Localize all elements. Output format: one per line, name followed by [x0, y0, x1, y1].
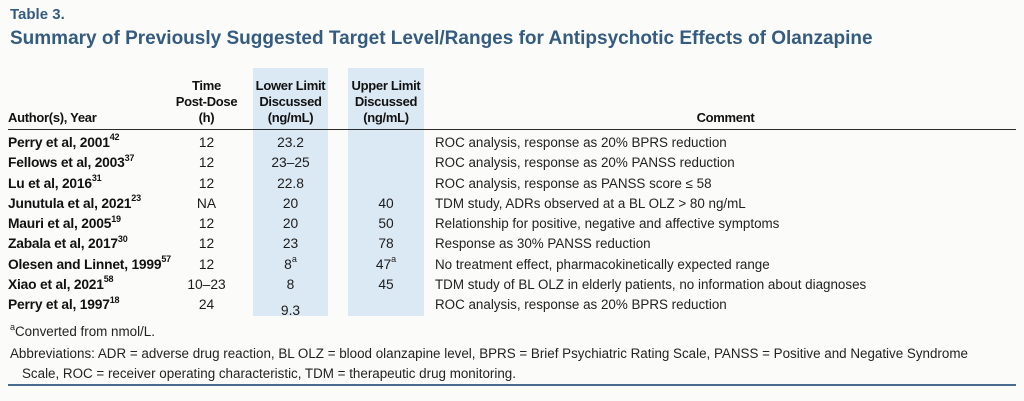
lower-limit-column-highlight	[253, 68, 328, 316]
table-row: Mauri et al, 200519 12 20 50 Relationship fo…	[8, 214, 1016, 234]
time-post-dose-cell: 12	[198, 216, 215, 232]
time-post-dose-cell: 12	[198, 155, 215, 171]
time-post-dose-cell: 12	[198, 236, 215, 252]
author-year-cell: Mauri et al, 200519	[8, 213, 121, 232]
table-row: Perry et al, 200142 12 23.2 ROC analysis, r…	[8, 133, 1016, 153]
author-year-cell: Junutula et al, 202123	[8, 193, 141, 211]
lower-limit-cell: 8a	[284, 254, 297, 272]
lower-limit-cell: 23–25	[271, 155, 310, 171]
lower-limit-cell: 23.2	[277, 135, 304, 150]
table-row: Perry et al, 199718 24 9.3 ROC analysis, re…	[8, 294, 1016, 318]
footnote-marker: a	[10, 321, 16, 332]
upper-limit-column-highlight	[348, 68, 424, 316]
upper-limit-cell: 50	[378, 216, 394, 232]
page-title: Summary of Previously Suggested Target L…	[10, 28, 873, 49]
table-row: Xiao et al, 202158 10–23 8 45 TDM study of B…	[8, 275, 1016, 295]
table-row: Zabala et al, 201730 12 23 78 Response as 30…	[8, 234, 1016, 254]
comment-cell: TDM study of BL OLZ in elderly patients,…	[435, 277, 867, 293]
header-lower-limit: Lower Limit Discussed (ng/mL)	[255, 78, 326, 125]
comment-cell: ROC analysis, response as PANSS score ≤ …	[435, 175, 712, 191]
lower-limit-cell: 8	[286, 277, 295, 293]
abbreviations-line1: Abbreviations: ADR = adverse drug reacti…	[10, 346, 968, 361]
header-author-year: Author(s), Year	[8, 110, 97, 125]
upper-limit-cell	[348, 295, 424, 315]
footnote-converted: aConverted from nmol/L.	[10, 321, 155, 339]
author-year-cell: Perry et al, 199718	[8, 294, 120, 313]
bottom-border-rule	[8, 384, 1016, 386]
author-year-cell: Perry et al, 200142	[8, 132, 120, 150]
comment-cell: ROC analysis, response as 20% BPRS reduc…	[435, 297, 727, 313]
abbreviations-line2: Scale, ROC = receiver operating characte…	[22, 365, 516, 381]
comment-cell: Response as 30% PANSS reduction	[435, 236, 651, 252]
table-header-row: Author(s), Year Time Post-Dose (h) Lower…	[8, 68, 1016, 128]
table-label: Table 3.	[10, 6, 65, 23]
upper-limit-cell: 40	[378, 195, 394, 211]
upper-limit-cell	[348, 153, 424, 173]
comment-cell: ROC analysis, response as 20% PANSS redu…	[435, 155, 735, 171]
data-table: Author(s), Year Time Post-Dose (h) Lower…	[8, 68, 1016, 318]
lower-limit-cell: 20	[282, 216, 299, 232]
footnote-converted-text: Converted from nmol/L.	[15, 324, 155, 339]
upper-limit-cell	[348, 133, 424, 153]
time-post-dose-cell: 10–23	[187, 277, 226, 293]
comment-cell: ROC analysis, response as 20% BPRS reduc…	[435, 135, 727, 150]
lower-limit-cell: 23	[282, 236, 299, 252]
time-post-dose-cell: 12	[198, 135, 215, 150]
lower-limit-cell: 9.3	[280, 303, 301, 319]
header-upper-limit: Upper Limit Discussed (ng/mL)	[351, 78, 421, 125]
time-post-dose-cell: NA	[196, 195, 217, 211]
table-row: Lu et al, 201631 12 22.8 ROC analysis, resp…	[8, 174, 1016, 194]
abbreviations: Abbreviations: ADR = adverse drug reacti…	[10, 344, 968, 383]
header-comment: Comment	[696, 110, 755, 125]
upper-limit-cell	[348, 174, 424, 194]
table-row: Olesen and Linnet, 199957 12 8a 47a No treat…	[8, 255, 1016, 275]
table-row: Junutula et al, 202123 NA 20 40 TDM study, A…	[8, 194, 1016, 214]
lower-limit-cell: 22.8	[277, 175, 304, 191]
time-post-dose-cell: 12	[198, 256, 215, 272]
author-year-cell: Xiao et al, 202158	[8, 274, 114, 293]
author-year-cell: Lu et al, 201631	[8, 173, 102, 191]
upper-limit-cell: 45	[378, 277, 394, 293]
comment-cell: TDM study, ADRs observed at a BL OLZ > 8…	[435, 195, 746, 211]
comment-cell: No treatment effect, pharmacokinetically…	[435, 256, 770, 272]
author-year-cell: Olesen and Linnet, 199957	[8, 254, 171, 272]
lower-limit-cell: 20	[282, 195, 299, 211]
header-time-post-dose: Time Post-Dose (h)	[175, 78, 238, 125]
table-rows: Perry et al, 200142 12 23.2 ROC analysis, r…	[8, 133, 1016, 318]
header-divider-rule	[8, 128, 1016, 130]
time-post-dose-cell: 24	[198, 297, 215, 313]
time-post-dose-cell: 12	[198, 175, 215, 191]
author-year-cell: Fellows et al, 200337	[8, 152, 135, 171]
table-row: Fellows et al, 200337 12 23–25 ROC analysis…	[8, 153, 1016, 173]
comment-cell: Relationship for positive, negative and …	[435, 216, 780, 232]
upper-limit-cell: 47a	[375, 254, 397, 272]
author-year-cell: Zabala et al, 201730	[8, 233, 128, 252]
upper-limit-cell: 78	[378, 236, 394, 252]
